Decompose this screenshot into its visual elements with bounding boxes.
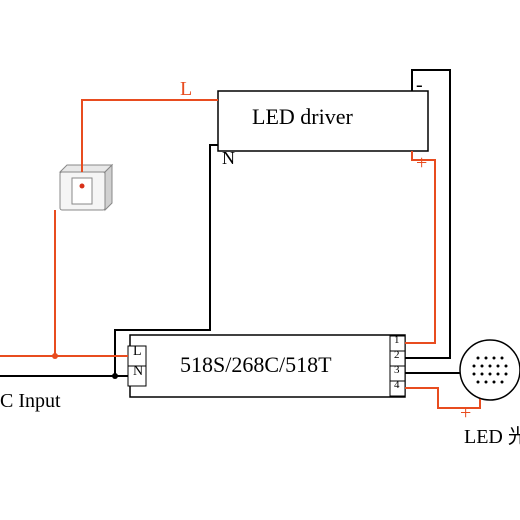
label-ac-input: C Input	[0, 390, 61, 413]
label-minus: -	[416, 74, 423, 97]
wire-driver-plus	[405, 151, 435, 343]
label-L-top: L	[180, 78, 192, 101]
label-term2: 2	[394, 349, 400, 361]
label-plus-driver: +	[416, 152, 427, 175]
label-N-module: N	[133, 364, 143, 380]
label-module: 518S/268C/518T	[180, 352, 332, 378]
label-term1: 1	[394, 334, 400, 346]
led-light-icon	[460, 340, 520, 400]
label-term4: 4	[394, 379, 400, 391]
label-led-light: LED 光	[464, 420, 520, 449]
label-L-module: L	[133, 344, 142, 360]
wiring-diagram	[0, 0, 520, 520]
wire-switch-to-driver	[82, 100, 218, 172]
label-N-mid: N	[222, 148, 235, 169]
label-led-driver: LED driver	[252, 104, 353, 130]
label-term3: 3	[394, 364, 400, 376]
switch-icon	[60, 165, 112, 210]
